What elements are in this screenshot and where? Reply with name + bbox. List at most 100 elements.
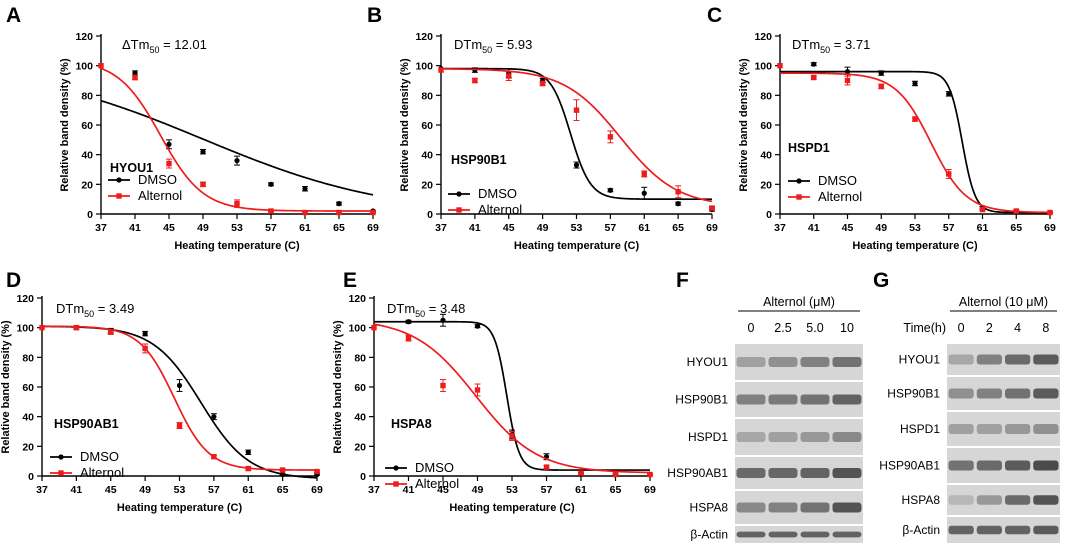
y-tick-label: 0 — [427, 209, 433, 221]
y-tick-label: 40 — [22, 412, 34, 424]
x-tick-label: 61 — [299, 222, 311, 234]
data-point — [370, 209, 376, 216]
row-label: HSPD1 — [900, 422, 940, 436]
chart-panel-e: E 37 41 45 49 53 57 61 65 69 0 20 40 60 80 100 120 Heatin… — [332, 269, 656, 514]
dtm-value: = 3.71 — [830, 37, 870, 52]
data-point — [878, 83, 884, 90]
lane-label: 5.0 — [806, 321, 823, 335]
y-tick-label: 40 — [760, 150, 772, 162]
y-tick-label: 0 — [360, 471, 366, 483]
y-tick-label: 100 — [348, 323, 366, 335]
data-point — [314, 468, 320, 475]
band — [976, 354, 1002, 365]
data-point — [268, 208, 274, 214]
y-tick-label: 0 — [28, 471, 34, 483]
dtm50-annotation: DTm50 = 5.93 — [454, 37, 532, 55]
blot-row: HSPD1 — [688, 419, 863, 455]
dtm-subscript: 50 — [84, 309, 94, 319]
lane-label: 10 — [840, 321, 854, 335]
data-point — [811, 61, 817, 67]
blot-row: HSP90AB1 — [667, 457, 863, 489]
band — [1005, 525, 1031, 535]
dtm-value: = 3.49 — [94, 301, 134, 316]
data-point — [245, 449, 251, 455]
row-label: β-Actin — [690, 528, 728, 542]
lane-label: 0 — [958, 321, 965, 335]
band — [768, 531, 798, 538]
x-tick-label: 65 — [1010, 222, 1022, 234]
blot-row: HSPA8 — [690, 491, 863, 524]
data-point — [268, 181, 274, 187]
x-tick-label: 57 — [541, 484, 553, 496]
row-label: HSPD1 — [688, 430, 728, 444]
data-point — [709, 205, 715, 211]
x-axis-label: Heating temperature (C) — [514, 240, 640, 252]
band — [768, 357, 798, 367]
band — [976, 460, 1002, 471]
blot-row: HSPD1 — [900, 412, 1060, 446]
x-tick-label: 37 — [774, 222, 786, 234]
series-dmso — [371, 313, 653, 478]
data-point — [1013, 208, 1019, 214]
y-tick-label: 60 — [421, 120, 433, 132]
band — [768, 502, 798, 513]
dtm-value: = 3.48 — [425, 301, 465, 316]
legend-label-dmso: DMSO — [818, 173, 857, 188]
x-axis-label: Heating temperature (C) — [174, 240, 300, 252]
legend-label-dmso: DMSO — [478, 186, 517, 201]
x-axis-label: Heating temperature (C) — [117, 502, 243, 514]
data-point — [200, 149, 206, 155]
legend-label-alternol: Alternol — [478, 202, 522, 217]
fit-curve — [441, 67, 712, 201]
x-tick-label: 61 — [242, 484, 254, 496]
blot-row: HSP90B1 — [887, 377, 1060, 410]
y-tick-label: 0 — [87, 209, 93, 221]
dtm-value: = 5.93 — [492, 37, 532, 52]
data-point — [844, 69, 851, 75]
band — [800, 432, 830, 442]
data-point — [979, 206, 986, 213]
lane-label: 2.5 — [774, 321, 791, 335]
x-tick-label: 65 — [610, 484, 622, 496]
legend-marker — [58, 470, 64, 476]
protein-label: HSP90B1 — [451, 153, 507, 167]
y-tick-label: 40 — [421, 150, 433, 162]
data-point — [675, 201, 681, 207]
protein-label: HSP90AB1 — [54, 417, 119, 431]
dtm-prefix: DTm — [454, 37, 482, 52]
band — [1005, 424, 1031, 434]
dtm50-annotation: DTm50 = 3.48 — [387, 301, 465, 319]
dtm50-annotation: ΔTm50 = 12.01 — [122, 37, 207, 55]
data-point — [509, 433, 515, 439]
band — [832, 502, 862, 513]
legend-label-dmso: DMSO — [415, 460, 454, 475]
y-tick-label: 20 — [22, 441, 34, 453]
fit-curve — [440, 68, 713, 203]
y-tick-label: 60 — [354, 382, 366, 394]
x-tick-label: 69 — [367, 222, 379, 234]
legend-marker — [393, 465, 399, 471]
data-point — [1047, 209, 1053, 216]
data-point — [578, 470, 584, 476]
band — [1005, 388, 1031, 399]
dtm-subscript: 50 — [482, 45, 492, 55]
panel-letter: B — [367, 4, 382, 27]
protein-label: HSPD1 — [788, 141, 830, 155]
band — [976, 388, 1002, 399]
panel-letter: C — [707, 4, 722, 27]
x-tick-label: 41 — [808, 222, 820, 234]
series-alternol — [39, 324, 320, 475]
series-dmso — [98, 63, 376, 214]
data-point — [912, 80, 918, 87]
y-tick-label: 20 — [760, 179, 772, 191]
x-tick-label: 65 — [672, 222, 684, 234]
data-point — [573, 162, 580, 168]
x-tick-label: 65 — [333, 222, 345, 234]
legend-marker — [116, 193, 122, 199]
blot-strip — [947, 412, 1060, 446]
dtm-prefix: ΔTm — [122, 37, 149, 52]
lane-label: 2 — [986, 321, 993, 335]
legend-label-alternol: Alternol — [138, 188, 182, 203]
x-tick-label: 53 — [231, 222, 243, 234]
